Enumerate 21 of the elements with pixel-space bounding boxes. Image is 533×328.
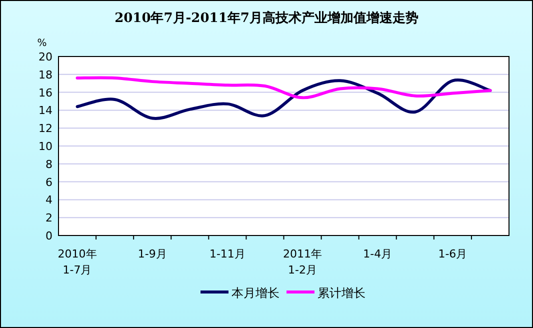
ytick: 12: [38, 122, 52, 136]
ytick: 6: [46, 176, 52, 189]
ylabel: %: [37, 38, 47, 49]
ytick: 2: [46, 212, 52, 225]
legend-item: 累计增长: [318, 286, 366, 300]
ytick: 16: [38, 86, 52, 100]
xtick: 2011年 1-2月: [283, 248, 322, 276]
xtick: 1-4月: [363, 248, 392, 260]
xtick: 1-11月: [209, 248, 246, 260]
ytick: 0: [46, 230, 52, 242]
xtick: 2010年 1-7月: [58, 248, 97, 276]
ytick: 4: [46, 194, 52, 207]
ytick: 14: [38, 104, 52, 118]
xtick: 1-6月: [438, 248, 468, 260]
ytick: 10: [38, 140, 52, 153]
xtick: 1-9月: [138, 248, 167, 260]
ytick: 8: [46, 158, 52, 171]
ytick: 18: [38, 68, 52, 82]
legend-item: 本月增长: [232, 286, 280, 300]
title: 2010年7月-2011年7月高技术产业增加值增速走势: [114, 11, 418, 26]
ytick: 20: [38, 50, 52, 64]
